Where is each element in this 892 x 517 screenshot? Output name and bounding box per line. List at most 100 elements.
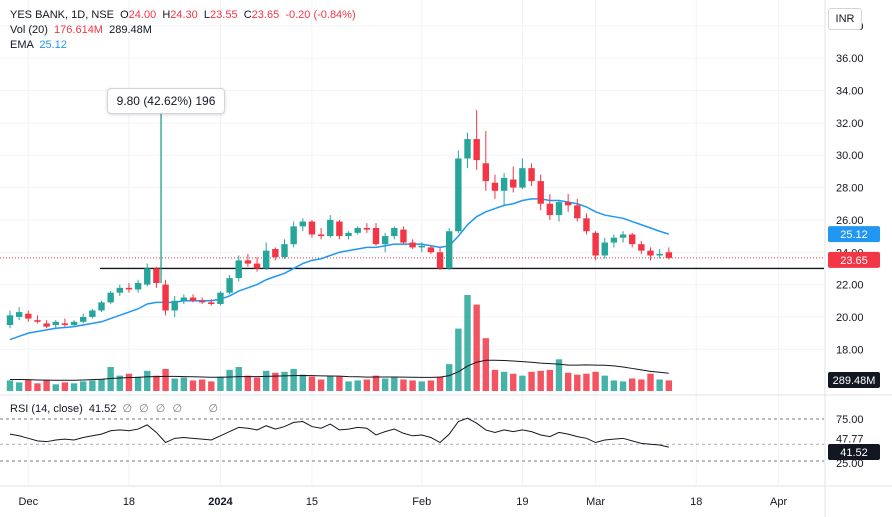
candle-body [491, 182, 499, 191]
candle-body [6, 315, 14, 326]
candle-body [601, 242, 608, 256]
volume-value: 176.614M [54, 24, 103, 36]
candle-body [80, 316, 87, 322]
rsi-last-label-bg [828, 444, 880, 460]
currency-button[interactable]: INR [828, 8, 862, 30]
volume-bar [409, 380, 416, 391]
candle-body [546, 203, 554, 216]
candle-body [226, 278, 233, 293]
candle-body [70, 321, 78, 326]
volume-bar [638, 379, 645, 391]
candle-body [244, 260, 252, 264]
volume-bar [327, 375, 334, 391]
volume-bar [528, 371, 535, 391]
candle-body [180, 297, 188, 301]
rsi-label: RSI (14, close) [10, 403, 83, 415]
candle-body [235, 260, 242, 279]
candle-body [144, 268, 151, 285]
low-value: 23.55 [210, 9, 238, 21]
candle-body [52, 321, 59, 326]
candle-body [263, 250, 270, 269]
volume-bar [336, 376, 343, 391]
volume-bar [52, 384, 59, 391]
candle-body [345, 232, 352, 237]
volume-bar [208, 381, 215, 391]
volume-bar [391, 377, 398, 391]
candle-body [25, 313, 32, 319]
volume-bar [619, 381, 627, 391]
high-value: 24.30 [170, 9, 198, 21]
volume-bar [656, 379, 663, 391]
volume-bar [363, 379, 371, 391]
price-tick-label: 34.00 [836, 86, 864, 98]
symbol-exchange: NSE [91, 9, 114, 21]
price-tick-label: 26.00 [836, 215, 864, 227]
volume-legend[interactable]: Vol (20) 176.614M 289.48M [10, 23, 152, 37]
candle-body [592, 232, 599, 256]
candle-body [610, 237, 618, 243]
time-tick-label: Apr [770, 496, 787, 508]
volume-bar [372, 375, 380, 391]
low-label: L [203, 9, 211, 21]
candle-body [208, 302, 215, 304]
volume-bars [6, 295, 672, 391]
volume-bar [418, 381, 425, 391]
candle-body [656, 253, 663, 256]
candle-body [363, 228, 371, 230]
volume-bar [555, 359, 563, 391]
candle-body [153, 268, 160, 283]
volume-bar [574, 374, 581, 391]
rsi-pane [0, 417, 824, 462]
candle-body [98, 302, 105, 311]
volume-bar [400, 379, 407, 391]
candle-body [43, 323, 50, 327]
candle-body [89, 310, 96, 317]
volume-bar [583, 373, 590, 391]
rsi-legend[interactable]: RSI (14, close) 41.52 ∅ ∅ ∅ ∅ ∅ [10, 402, 220, 415]
volume-bar [34, 383, 41, 391]
candle-body [427, 247, 435, 253]
open-label: O [120, 9, 129, 21]
measure-annotation: 9.80 (42.62%) 196 [107, 88, 225, 114]
time-tick-label: 15 [306, 496, 318, 508]
candle-body [574, 205, 581, 219]
volume-bar [244, 375, 252, 391]
time-tick-label: Mar [586, 496, 605, 508]
volume-bar [134, 376, 142, 391]
volume-bar [537, 370, 544, 391]
volume-bar [171, 378, 178, 391]
rsi-hidden-icon[interactable]: ∅ [208, 403, 221, 415]
candle-body [34, 320, 41, 322]
volume-bar [98, 379, 105, 391]
candle-body [665, 252, 672, 258]
candle-body [500, 177, 508, 191]
volume-bar [317, 379, 325, 391]
time-tick-label: 19 [516, 496, 528, 508]
volume-bar [180, 377, 188, 391]
volume-bar [162, 368, 169, 391]
ema-value: 25.12 [39, 39, 67, 51]
volume-bar [546, 369, 554, 391]
volume-bar [299, 374, 306, 391]
symbol-name[interactable]: YES BANK [10, 9, 66, 21]
symbol-legend: YES BANK, 1D, NSE O24.00 H24.30 L23.55 C… [10, 9, 356, 21]
candle-body [564, 202, 572, 206]
ema-legend[interactable]: EMA 25.12 [10, 38, 67, 52]
candle-body [537, 181, 544, 204]
volume-bar [345, 381, 352, 391]
candle-body [372, 228, 380, 245]
rsi-value: 41.52 [88, 403, 117, 415]
volume-bar [473, 304, 480, 391]
volume-bar [665, 380, 672, 391]
rsi-hidden-icons[interactable]: ∅ ∅ ∅ ∅ [122, 403, 185, 415]
candle-body [647, 250, 654, 256]
candle-body [583, 218, 590, 232]
volume-label: Vol (20) [10, 24, 48, 36]
volume-bar [308, 376, 316, 391]
close-label: C [243, 9, 252, 21]
candle-body [61, 323, 69, 326]
candle-body [281, 244, 288, 258]
price-tick-label: 30.00 [836, 150, 864, 162]
